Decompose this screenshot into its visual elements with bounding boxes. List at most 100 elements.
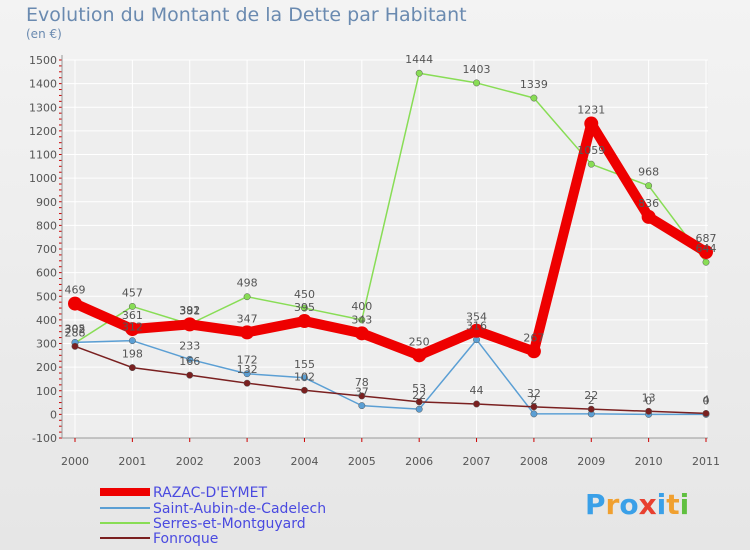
data-label: 687 [696, 232, 717, 245]
data-label: 233 [179, 339, 200, 352]
data-label: 13 [642, 391, 656, 404]
data-label: 44 [470, 384, 484, 397]
data-label: 198 [122, 348, 143, 361]
data-point [473, 400, 480, 408]
data-point [297, 314, 312, 329]
data-label: 1059 [577, 144, 605, 157]
data-label: 450 [294, 288, 315, 301]
y-tick-label: 1300 [29, 101, 57, 114]
legend-label: RAZAC-D'EYMET [153, 485, 267, 501]
y-tick-label: 600 [36, 267, 57, 280]
data-point [358, 316, 366, 324]
data-label: 0 [703, 394, 710, 407]
data-label: 968 [638, 166, 659, 179]
x-tick-label: 2000 [61, 455, 89, 468]
logo-letter: i [679, 488, 690, 521]
data-point [301, 304, 308, 312]
data-point [182, 317, 197, 332]
x-tick-label: 2010 [635, 455, 663, 468]
data-point [186, 371, 194, 379]
data-label: 1403 [463, 63, 491, 76]
data-label: 37 [355, 386, 369, 399]
chart-subtitle: (en €) [26, 27, 62, 41]
data-label: 469 [65, 284, 86, 297]
logo-letter: t [666, 488, 680, 521]
legend-label: Serres-et-Montguyard [153, 516, 306, 532]
x-tick-label: 2008 [520, 455, 548, 468]
data-label: 166 [179, 355, 200, 368]
logo-letter: o [619, 488, 639, 521]
y-tick-label: 400 [36, 314, 57, 327]
data-label: 53 [412, 382, 426, 395]
y-tick-label: 1100 [29, 149, 57, 162]
data-label: 305 [65, 322, 86, 335]
data-label: 132 [237, 363, 258, 376]
data-label: 316 [466, 320, 487, 333]
data-label: 347 [237, 312, 258, 325]
x-tick-label: 2001 [118, 455, 146, 468]
logo-letter: i [656, 488, 667, 521]
series-line-3 [74, 345, 707, 415]
data-label: 172 [237, 354, 258, 367]
data-point [358, 392, 366, 400]
y-tick-label: 500 [36, 290, 57, 303]
data-point [240, 325, 255, 340]
data-label: 2 [588, 394, 595, 407]
x-tick-label: 2007 [463, 455, 491, 468]
data-label: 22 [412, 389, 426, 402]
y-tick-label: -100 [32, 432, 57, 445]
data-point [641, 209, 656, 224]
y-tick-label: 800 [36, 219, 57, 232]
data-point [71, 342, 79, 350]
data-label: 400 [351, 300, 372, 313]
data-point [358, 402, 366, 410]
chart-title: Evolution du Montant de la Dette par Hab… [26, 4, 467, 26]
data-point [128, 337, 136, 345]
data-label: 644 [696, 242, 717, 255]
data-point [473, 79, 480, 87]
data-label: 343 [351, 313, 372, 326]
proxiti-logo: Proxiti [585, 488, 689, 521]
y-tick-label: 1400 [29, 78, 57, 91]
x-tick-label: 2009 [577, 455, 605, 468]
y-tick-label: 100 [36, 385, 57, 398]
data-label: 302 [65, 323, 86, 336]
data-point [702, 409, 710, 417]
logo-letter: x [638, 488, 657, 521]
x-tick-label: 2003 [233, 455, 261, 468]
data-label: 267 [523, 331, 544, 344]
data-point [128, 302, 136, 310]
data-point [415, 405, 423, 413]
x-tick-label: 2011 [692, 455, 720, 468]
data-point [301, 374, 308, 382]
logo-letter: r [605, 488, 620, 521]
data-label: 1339 [520, 78, 548, 91]
data-label: 395 [294, 301, 315, 314]
data-label: 354 [466, 311, 487, 324]
data-label: 836 [638, 197, 659, 210]
y-tick-label: 900 [36, 196, 57, 209]
data-label: 1444 [405, 53, 433, 66]
data-point [243, 293, 251, 301]
data-label: 288 [65, 326, 86, 339]
y-tick-label: 200 [36, 361, 57, 374]
data-point [412, 348, 427, 363]
data-label: 361 [122, 309, 143, 322]
data-point [469, 323, 484, 338]
data-point [587, 160, 595, 168]
data-point [702, 258, 710, 266]
data-point [125, 322, 140, 337]
series-line-1 [74, 338, 707, 416]
y-tick-label: 1200 [29, 125, 57, 138]
data-point [128, 364, 136, 372]
data-label: 1231 [577, 104, 605, 117]
data-label: 381 [179, 304, 200, 317]
data-point [243, 370, 251, 378]
data-point [354, 326, 369, 341]
data-point [68, 296, 82, 311]
data-label: 155 [294, 358, 315, 371]
data-point [530, 403, 538, 411]
y-tick-label: 1500 [29, 54, 57, 67]
data-label: 22 [584, 389, 598, 402]
